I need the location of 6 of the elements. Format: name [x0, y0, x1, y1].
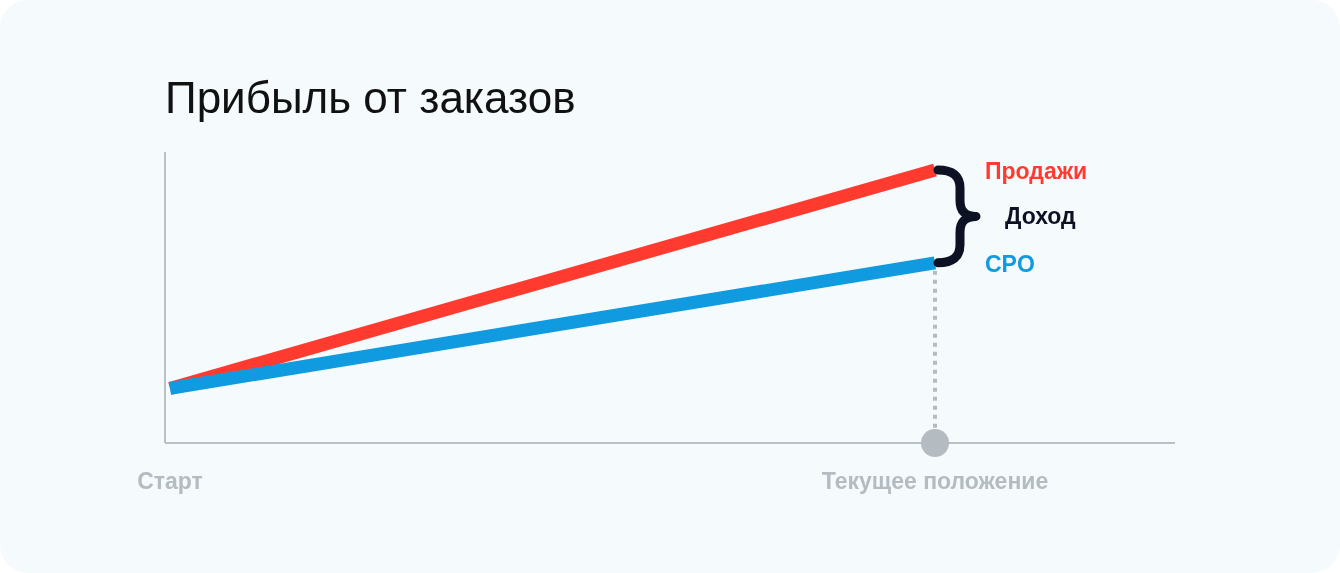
- annotation: Доход: [1005, 203, 1077, 230]
- text: Продажи: [985, 158, 1088, 184]
- chart-title: Прибыль от заказов: [165, 73, 576, 122]
- x-tick-label: Старт: [137, 468, 203, 494]
- x-tick-label: Текущее положение: [821, 468, 1049, 494]
- text: CPO: [985, 250, 1035, 277]
